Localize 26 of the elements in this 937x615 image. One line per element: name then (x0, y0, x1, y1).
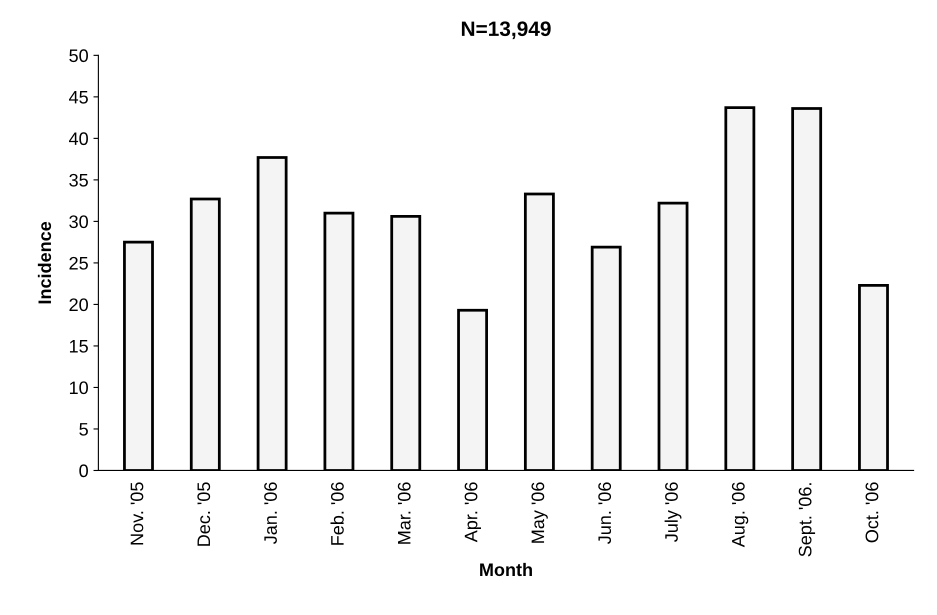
x-axis-title: Month (480, 562, 532, 576)
y-tick-label: 45 (68, 90, 88, 104)
x-tick-label: Oct. '06 (866, 482, 878, 542)
y-tick-label: 30 (69, 215, 88, 228)
y-tick-label: 40 (68, 132, 88, 146)
y-axis-title: Incidence (38, 222, 52, 304)
y-tick-label: 35 (69, 174, 88, 187)
x-tick-label: Feb. '06 (330, 482, 344, 545)
x-tick-label: Dec. '05 (197, 482, 210, 546)
y-tick-label: 0 (79, 464, 88, 478)
x-tick-label: Nov. '05 (130, 482, 144, 544)
x-tick-label: Jun. '06 (598, 482, 612, 544)
y-tick-label: 25 (69, 256, 88, 270)
y-tick-label: 15 (70, 340, 88, 353)
y-tick-label: 10 (70, 381, 88, 394)
y-tick-label: 5 (79, 423, 88, 436)
x-tick-label: Mar. '06 (398, 482, 411, 544)
x-tick-label: July '06 (664, 482, 682, 542)
x-tick-label: May '06 (531, 482, 548, 543)
y-tick-label: 20 (69, 298, 88, 312)
chart-title: N=13,949 (462, 21, 551, 40)
x-tick-label: Jan. '06 (264, 482, 277, 544)
x-tick-label: Apr. '06 (464, 482, 481, 542)
x-tick-label: Aug. '06 (732, 482, 748, 548)
y-tick-label: 50 (69, 49, 88, 62)
x-tick-label: Sept. '06. (798, 483, 816, 556)
